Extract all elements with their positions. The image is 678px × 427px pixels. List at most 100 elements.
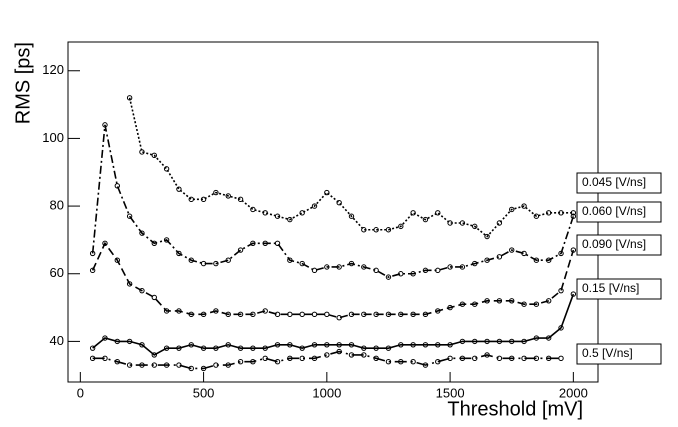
- data-point: [348, 352, 355, 358]
- data-point: [262, 308, 268, 314]
- data-point: [250, 311, 256, 318]
- data-point: [324, 352, 330, 358]
- data-point: [176, 362, 182, 368]
- data-point: [287, 216, 293, 223]
- data-point: [545, 298, 552, 304]
- data-point: [521, 301, 527, 307]
- data-point: [509, 298, 515, 304]
- series-label-box: [576, 343, 662, 365]
- series-label: 0.15 [V/ns]: [582, 281, 639, 295]
- data-point: [533, 301, 540, 307]
- data-point: [509, 247, 515, 253]
- data-point: [496, 298, 503, 304]
- series-group: [89, 122, 577, 280]
- data-point: [373, 345, 379, 351]
- series-group: [89, 291, 577, 358]
- data-point: [262, 210, 268, 216]
- series-line: [91, 124, 575, 278]
- x-tick-label: 0: [77, 385, 84, 400]
- data-point: [558, 355, 564, 362]
- data-point: [176, 186, 182, 192]
- data-point: [509, 338, 515, 345]
- data-point: [447, 304, 453, 311]
- data-point: [299, 355, 305, 362]
- data-point: [373, 267, 379, 274]
- data-point: [250, 359, 256, 365]
- data-point: [472, 260, 478, 267]
- data-point: [570, 291, 577, 297]
- data-point: [385, 311, 392, 318]
- series-group: [89, 348, 564, 372]
- data-point: [410, 359, 416, 365]
- data-point: [422, 362, 429, 368]
- data-point: [496, 220, 503, 226]
- data-point: [151, 240, 157, 246]
- series-label: 0.045 [V/ns]: [582, 175, 646, 189]
- data-point: [102, 355, 108, 362]
- data-point: [348, 311, 355, 318]
- data-point: [299, 311, 305, 318]
- data-point: [299, 260, 305, 267]
- data-point: [422, 342, 429, 348]
- data-point: [163, 166, 170, 172]
- data-point: [176, 345, 182, 351]
- data-point: [521, 355, 527, 362]
- data-point: [336, 199, 342, 206]
- data-point: [398, 359, 404, 365]
- data-point: [410, 311, 416, 318]
- data-point: [324, 264, 330, 270]
- data-point: [484, 257, 490, 263]
- series-label-box: [576, 172, 662, 194]
- data-point: [213, 189, 219, 196]
- y-tick-label: 100: [42, 130, 64, 145]
- data-point: [545, 355, 552, 362]
- data-point: [163, 308, 170, 314]
- series-label-box: [576, 201, 662, 223]
- data-point: [114, 359, 121, 365]
- data-point: [188, 342, 194, 348]
- data-point: [558, 250, 564, 257]
- data-point: [176, 250, 182, 257]
- data-point: [361, 311, 367, 318]
- data-point: [558, 325, 564, 331]
- series-group: [89, 240, 577, 321]
- series-line: [92, 350, 562, 370]
- data-point: [311, 311, 318, 318]
- data-point: [435, 210, 441, 216]
- data-point: [324, 311, 330, 318]
- data-point: [188, 365, 194, 372]
- data-point: [484, 298, 490, 304]
- data-point: [139, 362, 145, 368]
- data-point: [373, 355, 379, 362]
- data-point: [533, 335, 540, 341]
- data-point: [188, 257, 194, 263]
- data-point: [102, 122, 108, 128]
- x-tick-label: 2000: [559, 385, 588, 400]
- data-point: [139, 149, 145, 155]
- data-point: [213, 308, 219, 314]
- data-point: [361, 345, 367, 351]
- x-axis-label: Threshold [mV]: [447, 398, 583, 420]
- data-point: [311, 342, 318, 348]
- data-point: [139, 342, 145, 348]
- data-point: [472, 338, 478, 345]
- data-point: [262, 240, 268, 246]
- data-point: [484, 233, 490, 240]
- series-line: [92, 293, 575, 356]
- data-point: [114, 183, 121, 189]
- data-point: [459, 220, 466, 226]
- data-point: [200, 365, 207, 372]
- data-point: [459, 301, 466, 307]
- data-point: [225, 257, 231, 263]
- y-axis-label: RMS [ps]: [12, 42, 34, 124]
- data-point: [225, 362, 231, 368]
- data-point: [348, 260, 355, 267]
- data-point: [237, 247, 244, 253]
- data-point: [472, 223, 478, 230]
- data-point: [398, 271, 404, 277]
- data-point: [484, 352, 490, 358]
- data-point: [151, 362, 157, 368]
- data-point: [410, 210, 416, 216]
- data-point: [509, 355, 515, 362]
